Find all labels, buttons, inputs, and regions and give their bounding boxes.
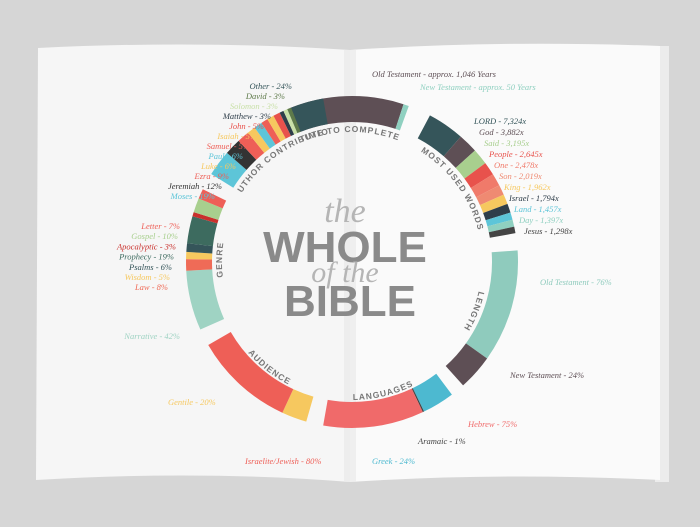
title-the: the (324, 193, 366, 230)
segment (487, 219, 515, 233)
title-whole: WHOLE (263, 223, 427, 272)
segment-label: People - 2,645x (488, 149, 543, 159)
segment-label: New Testament - approx. 50 Years (419, 82, 536, 92)
segment (464, 163, 493, 189)
segment (279, 110, 295, 136)
segment-label: Narrative - 42% (123, 331, 180, 341)
segment (198, 189, 227, 209)
segment (412, 373, 452, 412)
segment-label: Isaiah - 5% (216, 131, 257, 141)
segment-label: Samuel - 5% (207, 141, 250, 151)
segment (417, 115, 461, 157)
segment-label: One - 2,478x (494, 160, 538, 170)
segment-label: Jesus - 1,298x (524, 226, 573, 236)
segment (291, 98, 328, 132)
segment (445, 343, 488, 386)
segment-label: Paul - 6% (208, 151, 243, 161)
segment (470, 174, 500, 198)
segment-label: Gospel - 10% (131, 231, 178, 241)
segment-label: God - 3,882x (479, 127, 524, 137)
segment (261, 119, 281, 145)
segment (283, 109, 298, 135)
segment-label: Israel - 1,794x (508, 193, 559, 203)
segment-label: Day - 1,397x (518, 215, 563, 225)
segment-label: Moses - 19% (170, 191, 215, 201)
segment (443, 136, 475, 168)
segment (208, 332, 294, 413)
segment (488, 226, 516, 238)
segment-label: Hebrew - 75% (467, 419, 517, 429)
segment-label: Jeremiah - 12% (168, 181, 222, 191)
segment (186, 259, 213, 271)
segment-label: Law - 8% (134, 282, 168, 292)
title-of-the: of the (311, 256, 379, 289)
segment-label: Matthew - 3% (222, 111, 271, 121)
segment (254, 122, 276, 149)
segment (186, 243, 213, 254)
segment (238, 132, 265, 160)
segment (411, 388, 425, 413)
segment (186, 269, 225, 330)
segment (193, 198, 223, 220)
segment-label: New Testament - 24% (509, 370, 584, 380)
segment-label: Greek - 24% (372, 456, 415, 466)
segment (455, 150, 486, 179)
segment-label: Land - 1,457x (513, 204, 562, 214)
segment (192, 212, 219, 224)
section-label-path: GENRE (214, 241, 225, 278)
section-label: GENRE (214, 241, 226, 278)
segment-label: Said - 3,195x (484, 138, 529, 148)
segment (476, 185, 504, 206)
segment-label: Other - 24% (250, 81, 293, 91)
segment (273, 112, 291, 139)
segment-label: Gentile - 20% (168, 397, 216, 407)
segment-label: Ezra - 9% (194, 171, 229, 181)
segment (267, 115, 286, 142)
segment-label: Old Testament - 76% (540, 277, 612, 287)
segment-label: Psalms - 6% (128, 262, 172, 272)
segment (226, 140, 257, 170)
segment (323, 388, 423, 428)
segment-label: Wisdom - 5% (125, 272, 170, 282)
segment-label: King - 1,962x (503, 182, 551, 192)
segment (186, 251, 213, 260)
segment (483, 203, 511, 221)
segment-label: Aramaic - 1% (417, 436, 466, 446)
segment (211, 152, 247, 188)
segment (247, 127, 270, 153)
segment-label: Israelite/Jewish - 80% (244, 456, 321, 466)
segment-label: Son - 2,019x (499, 171, 542, 181)
segment-label: John - 5% (229, 121, 264, 131)
segment-label: Old Testament - approx. 1,046 Years (372, 69, 497, 79)
segment (282, 389, 314, 422)
segment-label: Letter - 7% (140, 221, 180, 231)
segment (187, 216, 218, 247)
segment (287, 107, 301, 134)
segment (479, 194, 508, 213)
segment-label: Solomon - 3% (230, 101, 278, 111)
segment (485, 212, 513, 227)
segment-label: David - 3% (245, 91, 285, 101)
segment-label: LORD - 7,324x (473, 116, 526, 126)
segment (465, 250, 519, 359)
segment-label: Luke - 6% (200, 161, 236, 171)
segment (395, 104, 409, 131)
spine-shadow (344, 50, 356, 482)
segment-label: Apocalyptic - 3% (116, 241, 176, 251)
segment-label: Prophecy - 19% (118, 252, 174, 262)
title-bible: BIBLE (284, 277, 416, 326)
